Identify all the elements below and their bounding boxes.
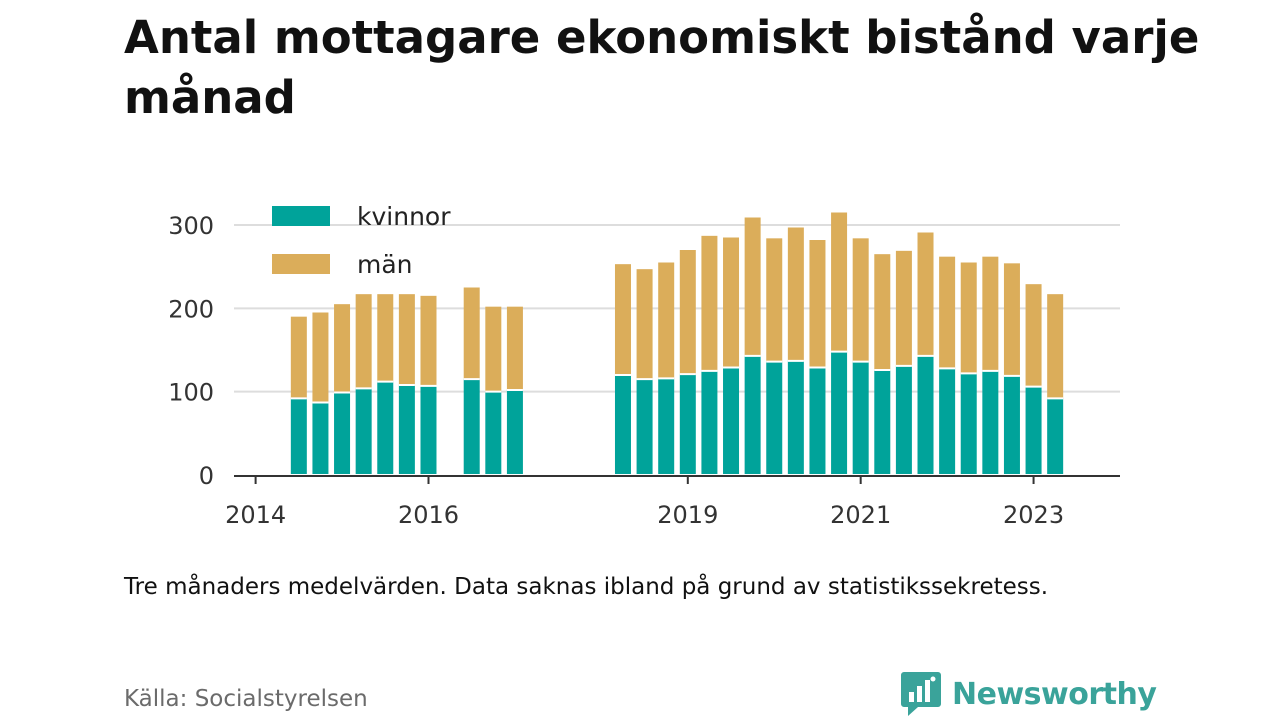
bar-man bbox=[658, 262, 675, 379]
legend-label-kvinnor: kvinnor bbox=[357, 202, 451, 231]
bar-man bbox=[679, 250, 696, 375]
bar-man bbox=[852, 238, 869, 362]
bar-man bbox=[485, 306, 502, 392]
legend-swatch-kvinnor bbox=[272, 206, 330, 226]
bar-kvinnor bbox=[917, 355, 934, 474]
y-tick-label: 200 bbox=[168, 295, 214, 323]
bar-kvinnor bbox=[1047, 398, 1064, 474]
bar-man bbox=[1003, 263, 1020, 376]
chart-title: Antal mottagare ekonomiskt bistånd varje… bbox=[124, 11, 1200, 124]
x-tick-label: 2023 bbox=[1003, 501, 1064, 529]
bar-man bbox=[334, 304, 351, 393]
bars bbox=[290, 212, 1064, 474]
bar-kvinnor bbox=[960, 373, 977, 474]
bar-kvinnor bbox=[766, 361, 783, 474]
bar-kvinnor bbox=[787, 360, 804, 474]
bar-kvinnor bbox=[636, 379, 653, 474]
brand-logo: Newsworthy bbox=[900, 670, 1157, 718]
bar-man bbox=[1047, 294, 1064, 399]
x-tick-label: 2016 bbox=[398, 501, 459, 529]
stacked-bar-chart: 0 100 200 300 2014 2016 2019 2021 2023 kvinnor m… bbox=[168, 202, 1120, 529]
bar-man bbox=[982, 256, 999, 371]
newsworthy-logo-icon bbox=[901, 672, 941, 716]
brand-name: Newsworthy bbox=[952, 676, 1157, 712]
bar-kvinnor bbox=[723, 367, 740, 474]
bar-man bbox=[1025, 284, 1042, 387]
source-credit: Källa: Socialstyrelsen bbox=[124, 686, 368, 712]
y-axis-ticks: 0 100 200 300 bbox=[168, 212, 214, 490]
bar-kvinnor bbox=[852, 361, 869, 474]
chart-note: Tre månaders medelvärden. Data saknas ib… bbox=[124, 574, 1049, 600]
bar-man bbox=[636, 269, 653, 380]
bar-man bbox=[614, 264, 631, 375]
bar-kvinnor bbox=[334, 392, 351, 474]
bar-kvinnor bbox=[744, 355, 761, 474]
bar-man bbox=[506, 306, 523, 390]
x-tick-label: 2019 bbox=[657, 501, 718, 529]
x-axis-ticks: 2014 2016 2019 2021 2023 bbox=[225, 476, 1064, 529]
bar-man bbox=[831, 212, 848, 352]
bar-man bbox=[874, 254, 891, 370]
bar-kvinnor bbox=[485, 391, 502, 474]
bar-kvinnor bbox=[679, 374, 696, 474]
bar-kvinnor bbox=[420, 385, 437, 474]
bar-kvinnor bbox=[939, 368, 956, 474]
y-tick-label: 100 bbox=[168, 379, 214, 407]
bar-kvinnor bbox=[1003, 375, 1020, 474]
bar-man bbox=[939, 256, 956, 369]
bar-man bbox=[809, 240, 826, 368]
bar-kvinnor bbox=[895, 365, 912, 474]
legend: kvinnor män bbox=[272, 202, 451, 279]
bar-man bbox=[355, 294, 372, 389]
bar-man bbox=[377, 294, 394, 382]
bar-kvinnor bbox=[290, 398, 307, 474]
x-tick-label: 2014 bbox=[225, 501, 286, 529]
bar-man bbox=[895, 250, 912, 366]
bar-kvinnor bbox=[377, 381, 394, 474]
bar-kvinnor bbox=[614, 375, 631, 474]
bar-man bbox=[312, 312, 329, 403]
bar-kvinnor bbox=[658, 378, 675, 474]
legend-label-man: män bbox=[357, 250, 413, 279]
bar-man bbox=[420, 295, 437, 386]
bar-kvinnor bbox=[355, 388, 372, 474]
bar-man bbox=[290, 316, 307, 399]
bar-man bbox=[398, 294, 415, 385]
bar-man bbox=[766, 238, 783, 362]
bar-man bbox=[787, 227, 804, 361]
bar-man bbox=[723, 237, 740, 368]
legend-swatch-man bbox=[272, 254, 330, 274]
bar-man bbox=[744, 217, 761, 356]
x-tick-label: 2021 bbox=[830, 501, 891, 529]
bar-kvinnor bbox=[831, 351, 848, 474]
bar-man bbox=[960, 262, 977, 374]
bar-man bbox=[463, 287, 480, 380]
bar-kvinnor bbox=[463, 379, 480, 474]
bar-kvinnor bbox=[1025, 386, 1042, 474]
bar-kvinnor bbox=[874, 370, 891, 474]
bar-kvinnor bbox=[312, 402, 329, 474]
bar-kvinnor bbox=[809, 367, 826, 474]
bar-kvinnor bbox=[982, 370, 999, 474]
y-tick-label: 0 bbox=[199, 462, 214, 490]
bar-kvinnor bbox=[506, 390, 523, 474]
bar-man bbox=[917, 232, 934, 356]
bar-man bbox=[701, 235, 718, 371]
bar-kvinnor bbox=[701, 370, 718, 474]
y-tick-label: 300 bbox=[168, 212, 214, 240]
bar-kvinnor bbox=[398, 385, 415, 474]
